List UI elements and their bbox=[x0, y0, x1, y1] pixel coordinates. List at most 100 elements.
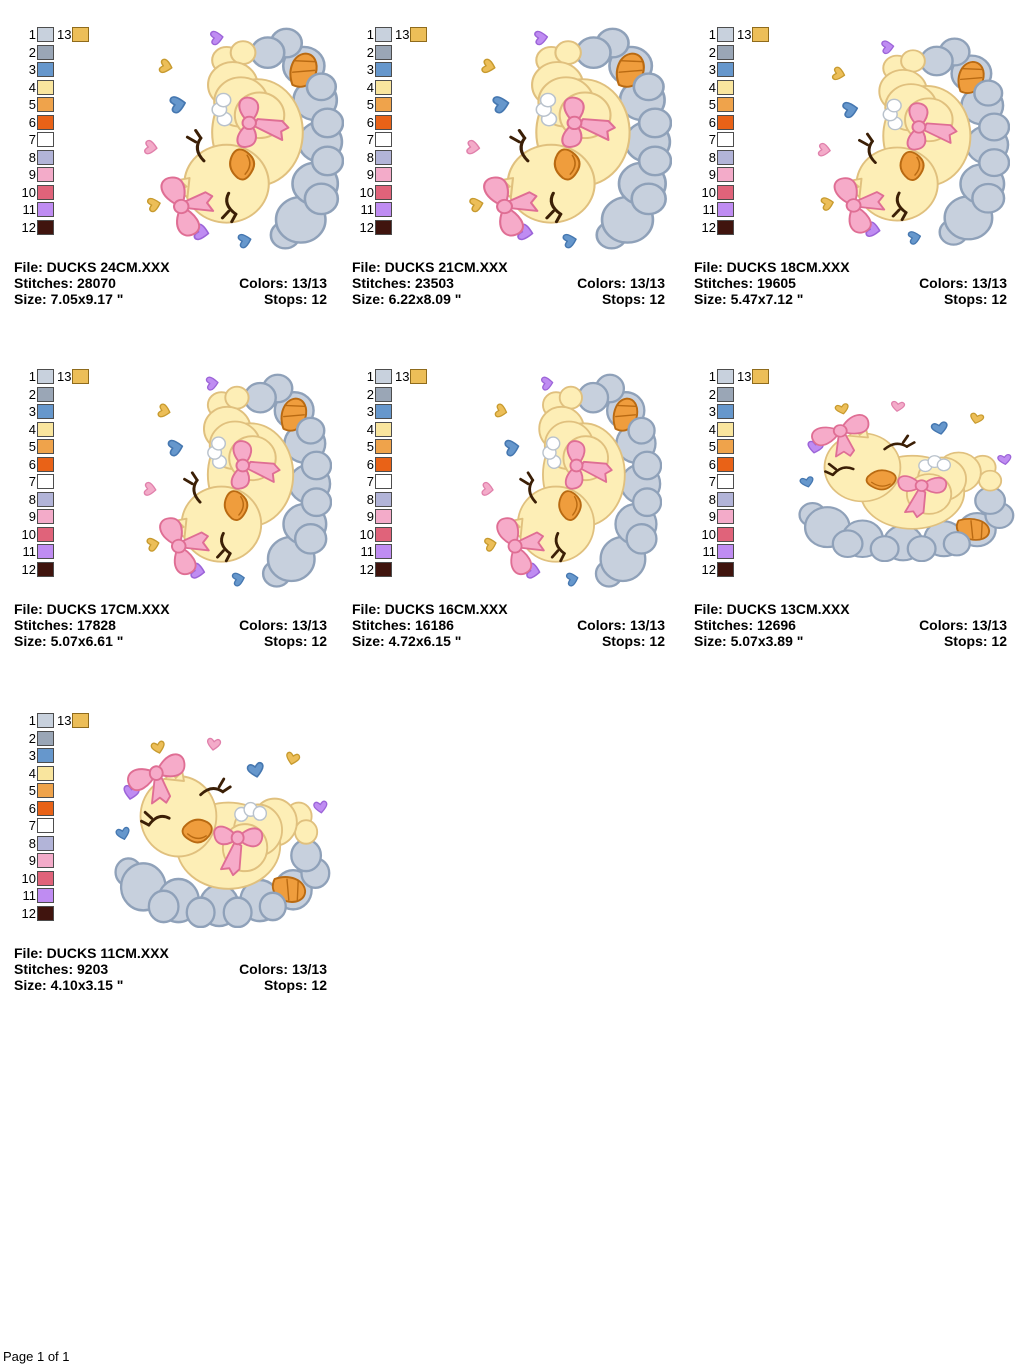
stitches-value: 17828 bbox=[77, 617, 116, 633]
palette-number: 3 bbox=[28, 748, 36, 764]
palette-number: 11 bbox=[360, 202, 375, 218]
palette-number: 6 bbox=[708, 456, 716, 472]
stops-label: Stops: bbox=[943, 291, 988, 307]
palette-number: 6 bbox=[28, 456, 36, 472]
palette-swatch bbox=[717, 456, 734, 472]
file-label: File: bbox=[14, 945, 43, 961]
palette-number: 9 bbox=[28, 853, 36, 869]
palette-row: 4 bbox=[694, 79, 769, 97]
palette-row: 8 bbox=[14, 149, 89, 167]
palette-row: 11 bbox=[14, 543, 89, 561]
stitches-label: Stitches: bbox=[352, 275, 412, 291]
palette-number: 3 bbox=[708, 404, 716, 420]
palette-number: 8 bbox=[366, 491, 374, 507]
palette-number: 4 bbox=[366, 79, 374, 95]
design-card-21cm: 1 13 2 3 4 5 6 7 8 9 10 11 12 File: DUCKS 21CM.XXX S… bbox=[352, 24, 667, 308]
palette-number: 13 bbox=[395, 369, 410, 385]
colors-label: Colors: bbox=[239, 275, 289, 291]
palette-swatch bbox=[717, 474, 734, 490]
palette-number: 6 bbox=[708, 114, 716, 130]
palette-swatch bbox=[375, 386, 392, 402]
palette-number: 10 bbox=[359, 526, 374, 542]
file-value: DUCKS 16CM.XXX bbox=[384, 601, 508, 617]
design-card-18cm: 1 13 2 3 4 5 6 7 8 9 10 11 12 File: DUCKS 18CM.XXX S… bbox=[694, 24, 1009, 308]
palette-swatch bbox=[717, 219, 734, 235]
stops-value: 12 bbox=[649, 291, 665, 307]
palette-swatch bbox=[375, 439, 392, 455]
palette-number: 10 bbox=[359, 184, 374, 200]
palette-number: 8 bbox=[28, 835, 36, 851]
palette-number: 7 bbox=[708, 132, 716, 148]
palette-row: 9 bbox=[352, 508, 427, 526]
size-value: 5.07x3.89 " bbox=[730, 633, 804, 649]
palette-row: 11 bbox=[694, 543, 769, 561]
design-preview-duck-on-cloud bbox=[812, 36, 1010, 250]
palette-number: 2 bbox=[366, 386, 374, 402]
palette-row: 5 bbox=[14, 782, 89, 800]
palette-swatch bbox=[717, 544, 734, 560]
palette-swatch bbox=[72, 369, 90, 385]
palette-swatch bbox=[717, 149, 734, 165]
thread-color-palette: 1 13 2 3 4 5 6 7 8 9 10 11 12 bbox=[14, 712, 90, 923]
palette-number: 3 bbox=[28, 62, 36, 78]
stitches-label: Stitches: bbox=[352, 617, 412, 633]
size-value: 7.05x9.17 " bbox=[50, 291, 124, 307]
size-label: Size: bbox=[14, 633, 47, 649]
palette-number: 2 bbox=[28, 730, 36, 746]
palette-number: 8 bbox=[708, 491, 716, 507]
palette-swatch bbox=[37, 748, 54, 764]
palette-number: 12 bbox=[21, 561, 36, 577]
palette-row: 3 bbox=[14, 61, 89, 79]
palette-number: 8 bbox=[28, 149, 36, 165]
size-value: 5.07x6.61 " bbox=[50, 633, 124, 649]
palette-row: 12 bbox=[14, 905, 89, 923]
palette-number: 1 bbox=[28, 713, 36, 729]
palette-swatch bbox=[717, 184, 734, 200]
size-label: Size: bbox=[694, 291, 727, 307]
palette-row: 3 bbox=[694, 61, 769, 79]
stitches-label: Stitches: bbox=[694, 617, 754, 633]
palette-number: 13 bbox=[57, 27, 72, 43]
stitches-value: 23503 bbox=[415, 275, 454, 291]
palette-swatch bbox=[37, 491, 54, 507]
palette-swatch bbox=[37, 184, 54, 200]
file-value: DUCKS 18CM.XXX bbox=[726, 259, 850, 275]
size-label: Size: bbox=[14, 291, 47, 307]
palette-row: 3 bbox=[14, 403, 89, 421]
palette-swatch bbox=[37, 561, 54, 577]
palette-row: 2 bbox=[14, 386, 89, 404]
palette-swatch bbox=[37, 526, 54, 542]
palette-number: 9 bbox=[708, 509, 716, 525]
palette-number: 5 bbox=[708, 439, 716, 455]
palette-row: 3 bbox=[694, 403, 769, 421]
palette-number: 7 bbox=[28, 132, 36, 148]
size-value: 6.22x8.09 " bbox=[388, 291, 462, 307]
palette-number: 12 bbox=[701, 561, 716, 577]
file-label: File: bbox=[694, 601, 723, 617]
palette-row: 9 bbox=[694, 166, 769, 184]
palette-swatch bbox=[37, 369, 54, 385]
palette-number: 8 bbox=[28, 491, 36, 507]
palette-swatch bbox=[375, 404, 392, 420]
palette-row: 3 bbox=[352, 403, 427, 421]
colors-value: 13/13 bbox=[971, 617, 1007, 633]
colors-label: Colors: bbox=[919, 617, 969, 633]
palette-row: 9 bbox=[694, 508, 769, 526]
palette-swatch bbox=[37, 818, 54, 834]
stops-label: Stops: bbox=[263, 291, 308, 307]
palette-swatch bbox=[37, 421, 54, 437]
palette-row: 6 bbox=[352, 456, 427, 474]
palette-row: 5 bbox=[694, 96, 769, 114]
palette-number: 7 bbox=[708, 474, 716, 490]
palette-swatch bbox=[717, 509, 734, 525]
palette-swatch bbox=[37, 386, 54, 402]
palette-number: 11 bbox=[360, 544, 375, 560]
file-value: DUCKS 24CM.XXX bbox=[46, 259, 170, 275]
palette-number: 12 bbox=[21, 905, 36, 921]
palette-row: 8 bbox=[14, 835, 89, 853]
palette-swatch bbox=[37, 114, 54, 130]
palette-row: 11 bbox=[352, 201, 427, 219]
palette-row: 10 bbox=[694, 184, 769, 202]
palette-number: 13 bbox=[57, 369, 72, 385]
stops-label: Stops: bbox=[263, 633, 308, 649]
